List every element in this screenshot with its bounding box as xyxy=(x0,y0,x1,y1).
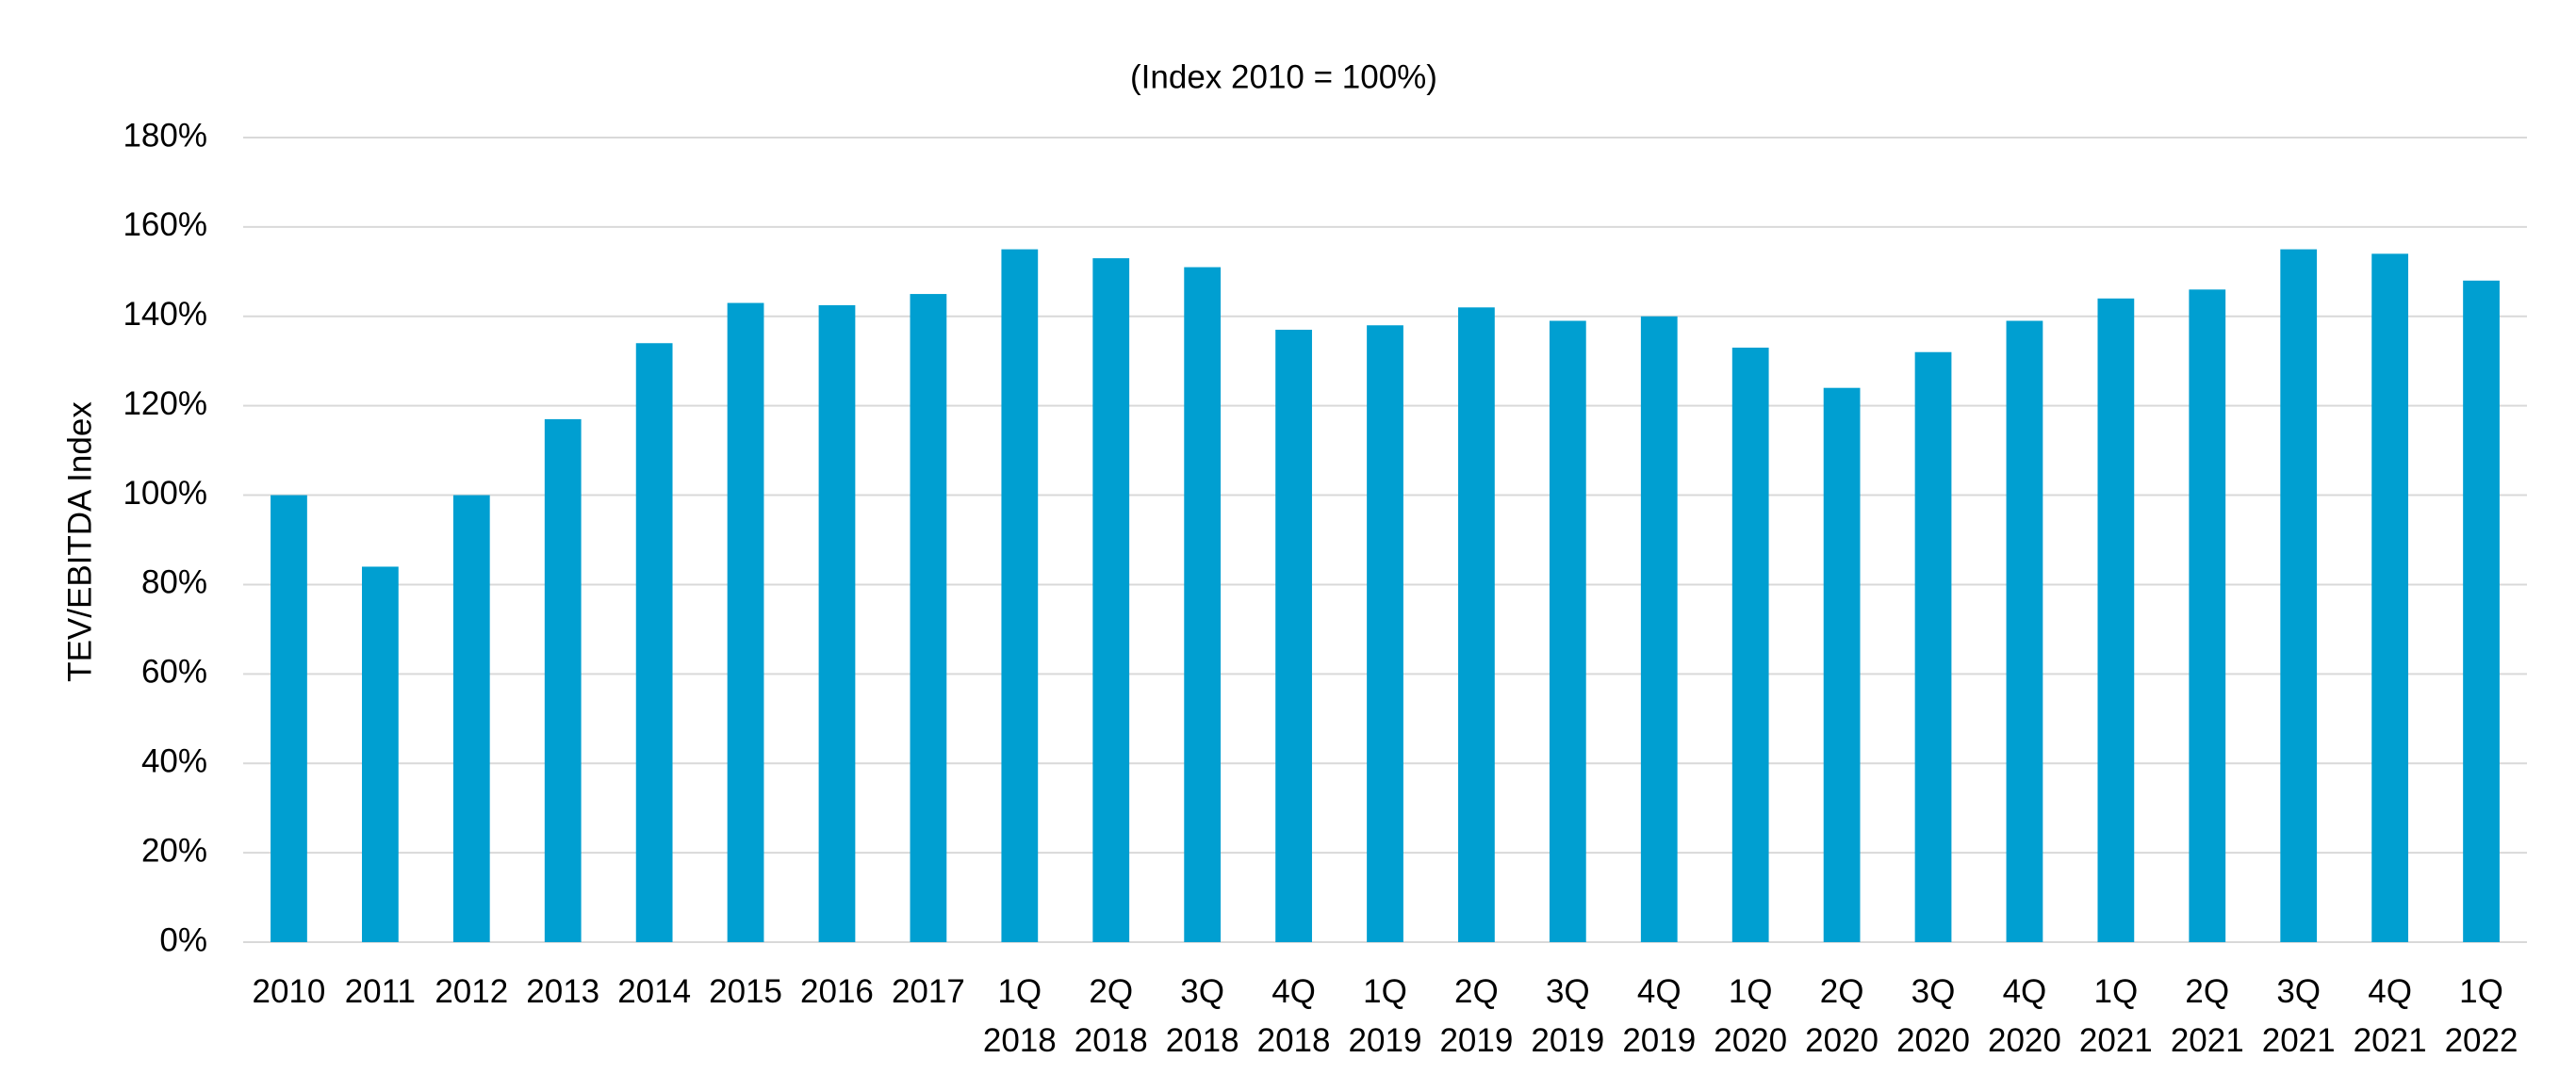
x-tick-label: 2016 xyxy=(800,973,874,1010)
y-tick-label: 120% xyxy=(123,385,207,422)
bar xyxy=(2371,253,2409,942)
x-tick-label: 4Q 2020 xyxy=(1987,973,2061,1059)
x-tick-label: 1Q 2020 xyxy=(1714,973,1788,1059)
bar xyxy=(818,304,856,943)
bar xyxy=(271,495,307,942)
y-tick-label: 60% xyxy=(141,654,207,691)
x-tick-label: 2015 xyxy=(709,973,782,1010)
bar xyxy=(1914,351,1952,942)
x-tick-label: 4Q 2019 xyxy=(1622,973,1697,1059)
y-axis-label: TEV/EBITDA Index xyxy=(61,401,98,682)
bar xyxy=(2006,320,2043,942)
bar xyxy=(1458,307,1495,942)
bar xyxy=(635,343,673,942)
x-tick-label: 2012 xyxy=(435,973,509,1010)
x-tick-label: 3Q 2020 xyxy=(1896,973,1970,1059)
y-tick-label: 140% xyxy=(123,296,207,333)
y-tick-label: 100% xyxy=(123,475,207,512)
chart-title: (Index 2010 = 100%) xyxy=(1130,58,1437,95)
bar xyxy=(1549,320,1586,942)
bar xyxy=(1823,387,1861,942)
x-tick-label: 2014 xyxy=(617,973,692,1010)
bar xyxy=(1275,330,1312,942)
x-tick-label: 1Q 2019 xyxy=(1348,973,1422,1059)
x-tick-label: 2Q 2019 xyxy=(1439,973,1514,1059)
x-tick-label: 1Q 2018 xyxy=(982,973,1057,1059)
x-tick-label: 2017 xyxy=(891,973,965,1010)
x-tick-label: 2Q 2018 xyxy=(1074,973,1148,1059)
x-tick-label: 1Q 2022 xyxy=(2444,973,2519,1059)
bar xyxy=(2189,289,2226,942)
x-tick-label: 3Q 2019 xyxy=(1531,973,1605,1059)
x-tick-label: 2010 xyxy=(252,973,326,1010)
x-tick-label: 4Q 2018 xyxy=(1256,973,1331,1059)
x-tick-label: 3Q 2018 xyxy=(1165,973,1239,1059)
bar xyxy=(1001,249,1039,943)
bar xyxy=(910,294,947,942)
x-tick-label: 3Q 2021 xyxy=(2261,973,2336,1059)
bar xyxy=(1184,267,1222,943)
x-tick-label: 4Q 2021 xyxy=(2353,973,2427,1059)
bar xyxy=(1731,347,1769,942)
y-tick-label: 80% xyxy=(141,564,207,601)
y-tick-label: 180% xyxy=(123,117,207,154)
x-tick-label: 1Q 2021 xyxy=(2078,973,2153,1059)
y-tick-label: 40% xyxy=(141,742,207,779)
bar xyxy=(544,418,582,942)
bar xyxy=(1640,316,1678,942)
bar xyxy=(1367,325,1403,942)
y-tick-label: 20% xyxy=(141,832,207,869)
bar xyxy=(2097,298,2135,942)
bar xyxy=(2280,249,2318,943)
bar xyxy=(2463,280,2500,942)
y-tick-label: 0% xyxy=(159,921,207,958)
bar xyxy=(361,566,399,942)
x-tick-label: 2Q 2020 xyxy=(1805,973,1879,1059)
bar xyxy=(727,302,764,942)
bar xyxy=(452,495,490,942)
y-tick-label: 160% xyxy=(123,206,207,243)
x-tick-label: 2011 xyxy=(344,973,416,1010)
x-tick-label: 2013 xyxy=(526,973,600,1010)
x-tick-label: 2Q 2021 xyxy=(2170,973,2244,1059)
bar xyxy=(1092,258,1130,943)
